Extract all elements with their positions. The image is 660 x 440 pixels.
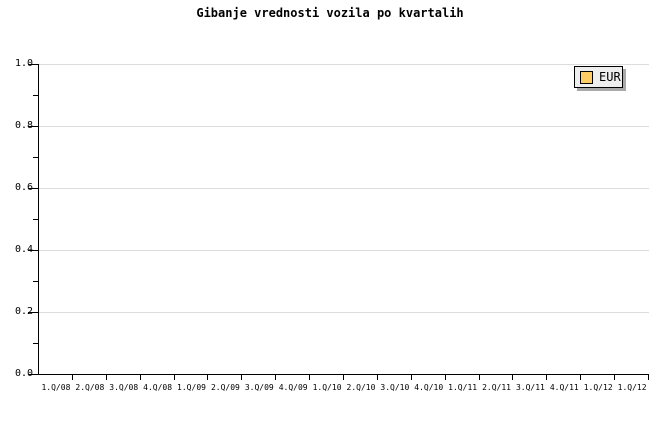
x-axis-tick [446,375,480,380]
y-axis-minor-tick [33,281,38,282]
gridline [39,250,649,251]
x-axis-tick [310,375,345,380]
x-axis-tick-label: 4.Q/08 [143,383,173,392]
x-axis-tick [378,375,412,380]
x-axis-tick [513,375,548,380]
x-axis-ticks [39,375,650,380]
x-axis-tick [276,375,311,380]
plot-area [28,64,650,380]
x-axis-tick-label: 1.Q/09 [177,383,206,392]
x-axis-tick [175,375,209,380]
x-axis-tick [581,375,616,380]
y-axis-major-tick [28,374,38,375]
x-axis-tick-label: 2.Q/09 [210,383,240,392]
x-axis-tick-label: 3.Q/10 [380,383,410,392]
x-axis-tick [547,375,582,380]
y-axis-minor-tick [33,343,38,344]
x-axis-tick-label: 4.Q/10 [414,383,444,392]
chart-title: Gibanje vrednosti vozila po kvartalih [196,6,464,20]
y-axis-labels: 1.0 0.8 0.6 0.4 0.2 0.0 [0,0,33,440]
y-axis-tick-label: 0.2 [14,306,33,317]
y-axis-tick-label: 0.6 [14,182,33,193]
y-axis-major-tick [28,250,38,251]
gridline [39,188,649,189]
x-axis-tick [412,375,446,380]
legend-label-eur: EUR [599,70,621,84]
gridline [39,126,649,127]
y-axis-tick-label: 0.8 [14,120,33,131]
x-axis-tick-label: 1.Q/11 [448,383,478,392]
x-axis-tick [242,375,277,380]
x-axis-tick [39,375,73,380]
x-axis-tick-label: 1.Q/08 [41,383,71,392]
x-axis-tick [480,375,514,380]
y-axis-tick-label: 0.0 [14,368,33,379]
x-axis-tick [615,375,650,380]
x-axis-tick-label: 2.Q/11 [482,383,511,392]
x-axis-tick-label: 3.Q/09 [244,383,274,392]
x-axis-tick-label: 3.Q/08 [109,383,139,392]
y-axis-minor-tick [33,95,38,96]
y-axis-major-tick [28,64,38,65]
y-axis-minor-tick [33,157,38,158]
x-axis-tick-label: 4.Q/09 [278,383,308,392]
x-axis-tick [208,375,243,380]
x-axis-labels: 1.Q/08 2.Q/08 3.Q/08 4.Q/08 1.Q/09 2.Q/0… [39,383,649,393]
x-axis-tick-label: 1.Q/12 [583,383,613,392]
x-axis-tick [73,375,107,380]
x-axis-tick-label: 1.Q/10 [312,383,342,392]
x-axis-tick-label: 1.Q/12 [617,383,647,392]
x-axis-tick-label: 3.Q/11 [515,383,545,392]
x-axis-tick [344,375,378,380]
y-axis-major-tick [28,312,38,313]
y-axis-tick-label: 0.4 [14,244,33,255]
x-axis-tick [107,375,141,380]
y-axis-tick-label: 1.0 [14,58,33,69]
y-axis-major-tick [28,188,38,189]
x-axis-tick-label: 2.Q/10 [346,383,376,392]
gridline [39,312,649,313]
legend: EUR [574,66,623,88]
gridline [39,64,649,65]
y-axis-minor-tick [33,219,38,220]
legend-swatch-eur [580,70,593,84]
x-axis-tick [141,375,175,380]
x-axis-tick-label: 4.Q/11 [549,383,579,392]
x-axis-tick-label: 2.Q/08 [75,383,105,392]
y-axis-major-tick [28,126,38,127]
